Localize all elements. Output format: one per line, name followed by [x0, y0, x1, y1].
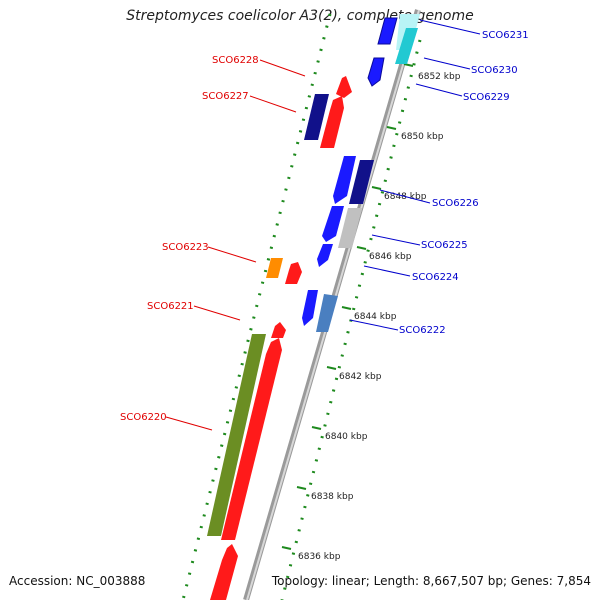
reverse-gene-labels: SCO6228 SCO6227 SCO6223 SCO6221 SCO6220 — [120, 55, 259, 423]
gene-arrow-sco6225b[interactable] — [338, 208, 362, 248]
gene-label-sco6226[interactable]: SCO6226 — [432, 198, 479, 209]
scale-label: 6846 kbp — [369, 252, 412, 262]
scale-tick — [403, 63, 414, 67]
gene-arrow-sco6226[interactable] — [333, 156, 356, 204]
gene-label-sco6229[interactable]: SCO6229 — [463, 92, 510, 103]
gene-label-sco6223[interactable]: SCO6223 — [162, 242, 209, 253]
gene-arrow-sco6220b[interactable] — [221, 338, 282, 540]
scale-tick — [296, 486, 307, 490]
scale-label: 6842 kbp — [339, 372, 382, 382]
scale-label: 6844 kbp — [354, 312, 397, 322]
scale-tick — [281, 546, 292, 550]
gene-label-sco6228[interactable]: SCO6228 — [212, 55, 259, 66]
gene-label-sco6221[interactable]: SCO6221 — [147, 301, 194, 312]
scale-tick — [326, 366, 337, 370]
scale-ticks — [281, 63, 414, 550]
scale-tick — [341, 306, 352, 310]
gene-arrow-sco6227b[interactable] — [320, 96, 344, 148]
gene-label-sco6222[interactable]: SCO6222 — [399, 325, 446, 336]
scale-label: 6836 kbp — [298, 552, 341, 562]
gene-arrow-sco6230[interactable] — [395, 28, 418, 64]
gene-arrow-sco6224[interactable] — [317, 244, 333, 267]
scale-label: 6852 kbp — [418, 72, 461, 82]
scale-tick — [371, 186, 382, 190]
scale-label: 6840 kbp — [325, 432, 368, 442]
gene-label-sco6231[interactable]: SCO6231 — [482, 30, 529, 41]
forward-strand-genes — [302, 14, 420, 332]
reverse-label-leaders — [165, 59, 306, 431]
gene-arrow-sco6219[interactable] — [210, 544, 238, 600]
gene-arrow-sco6228[interactable] — [336, 76, 352, 98]
gene-arrow-sco6222[interactable] — [302, 290, 318, 326]
gene-arrow-sco6226b[interactable] — [349, 160, 374, 204]
scale-tick — [356, 246, 367, 250]
gene-arrow-sco6227[interactable] — [304, 94, 329, 140]
accession-text: Accession: NC_003888 — [9, 574, 146, 588]
gene-arrow-sco6229[interactable] — [367, 57, 385, 87]
scale-label: 6838 kbp — [311, 492, 354, 502]
forward-label-leaders — [349, 19, 481, 331]
gene-label-sco6230[interactable]: SCO6230 — [471, 65, 518, 76]
gene-arrow-sco6221[interactable] — [271, 322, 286, 338]
gene-label-sco6225[interactable]: SCO6225 — [421, 240, 468, 251]
scale-tick — [386, 126, 397, 130]
gene-label-sco6224[interactable]: SCO6224 — [412, 272, 459, 283]
genome-summary-text: Topology: linear; Length: 8,667,507 bp; … — [271, 574, 591, 588]
scale-label: 6850 kbp — [401, 132, 444, 142]
gene-label-sco6227[interactable]: SCO6227 — [202, 91, 249, 102]
gene-arrow-sco6225[interactable] — [322, 206, 344, 242]
gene-label-sco6220[interactable]: SCO6220 — [120, 412, 167, 423]
forward-gene-labels: SCO6231 SCO6230 SCO6229 SCO6226 SCO6225 … — [399, 30, 529, 336]
scale-tick — [311, 426, 322, 430]
reverse-strand-genes — [207, 76, 352, 600]
gene-arrow-sco6222b[interactable] — [316, 294, 338, 332]
gene-arrow-sco6220[interactable] — [207, 334, 266, 536]
gene-arrow-sco6223b[interactable] — [285, 262, 302, 284]
gene-arrow-sco6223[interactable] — [266, 258, 283, 278]
gene-arrow-sco6231[interactable] — [377, 17, 398, 45]
